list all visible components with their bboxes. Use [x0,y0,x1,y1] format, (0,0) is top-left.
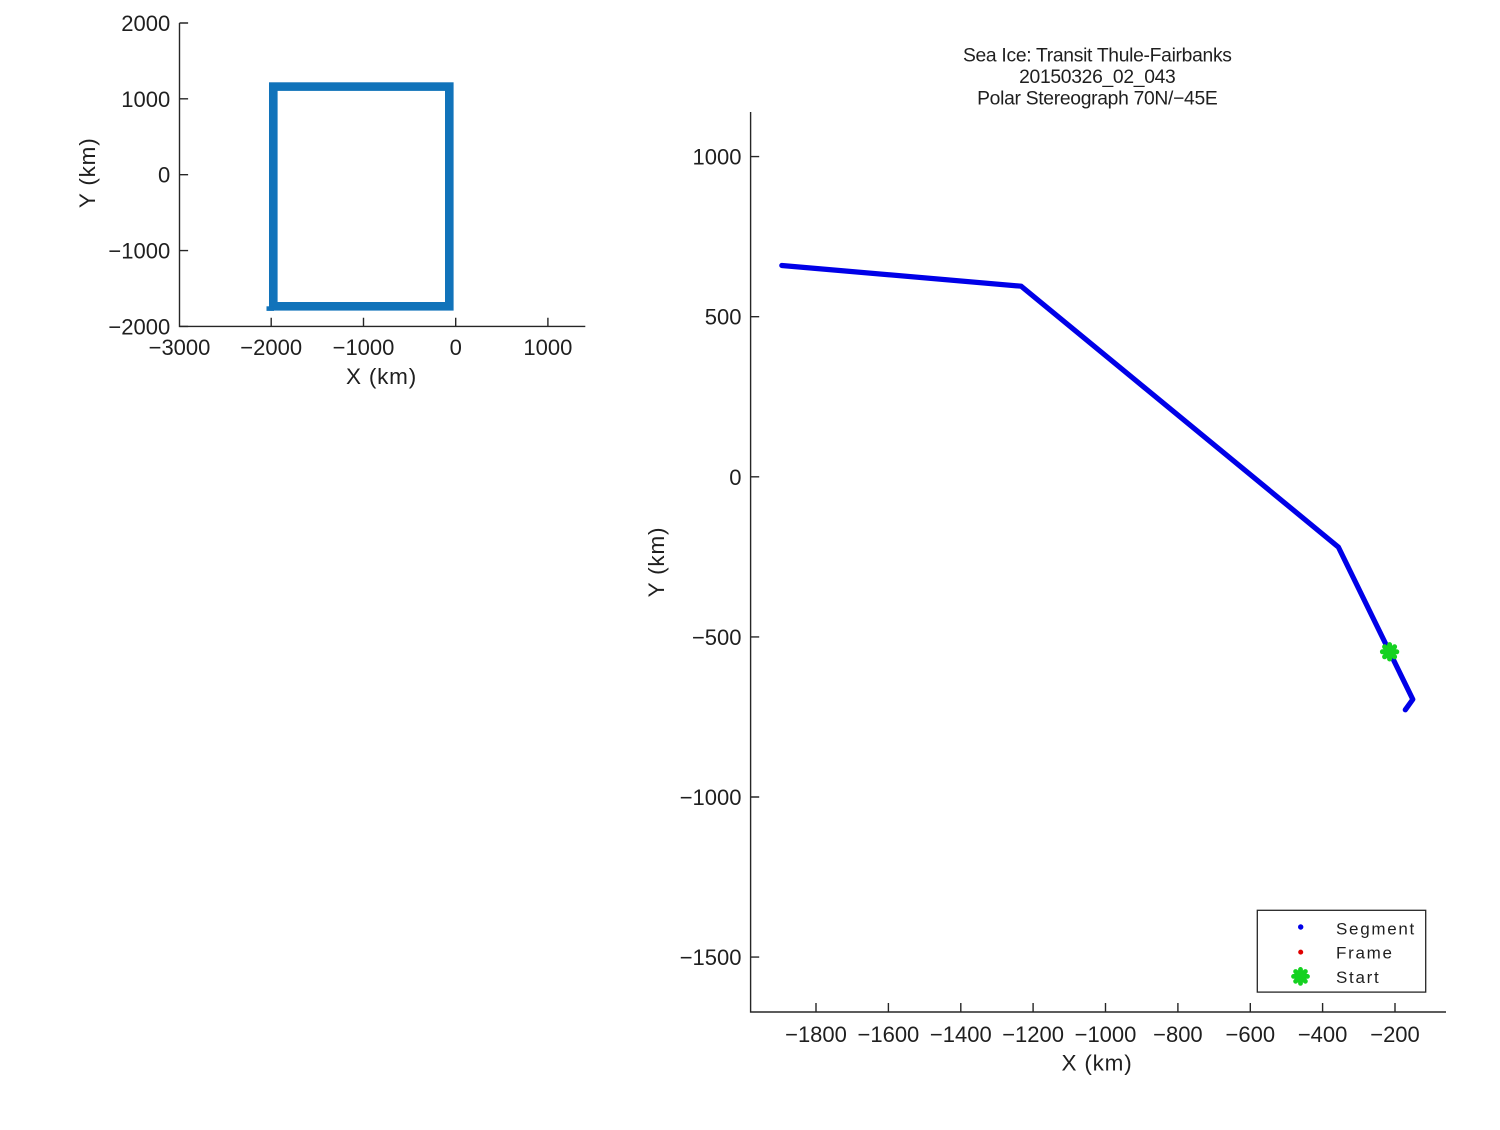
svg-text:20150326_02_043: 20150326_02_043 [1019,67,1175,88]
svg-text:0: 0 [158,163,170,188]
svg-text:−200: −200 [1370,1022,1420,1047]
svg-text:−1400: −1400 [930,1022,992,1047]
svg-text:−2000: −2000 [240,335,302,360]
svg-text:500: 500 [705,305,742,330]
svg-text:−400: −400 [1298,1022,1348,1047]
svg-text:−1600: −1600 [858,1022,920,1047]
svg-text:Start: Start [1336,968,1380,987]
svg-text:−1000: −1000 [333,335,395,360]
svg-text:X (km): X (km) [1061,1051,1132,1076]
svg-text:−1200: −1200 [1002,1022,1064,1047]
svg-text:Y (km): Y (km) [644,527,669,598]
svg-text:−1500: −1500 [680,945,742,970]
svg-text:1000: 1000 [523,335,572,360]
svg-text:0: 0 [729,465,741,490]
svg-text:−1000: −1000 [680,785,742,810]
svg-text:Y (km): Y (km) [75,137,100,208]
svg-text:0: 0 [450,335,462,360]
svg-text:2000: 2000 [121,11,170,36]
svg-text:−600: −600 [1226,1022,1276,1047]
svg-text:Polar Stereograph 70N/−45E: Polar Stereograph 70N/−45E [977,89,1218,110]
svg-text:1000: 1000 [121,87,170,112]
svg-text:−1000: −1000 [1075,1022,1137,1047]
svg-text:Segment: Segment [1336,919,1416,938]
svg-text:−1000: −1000 [108,239,170,264]
svg-text:−1800: −1800 [785,1022,847,1047]
svg-text:−3000: −3000 [149,335,211,360]
svg-text:Sea Ice: Transit Thule-Fairban: Sea Ice: Transit Thule-Fairbanks [963,46,1232,67]
svg-text:−800: −800 [1153,1022,1203,1047]
svg-text:X (km): X (km) [346,364,417,389]
svg-text:−2000: −2000 [108,314,170,339]
svg-text:1000: 1000 [693,145,742,170]
svg-text:Frame: Frame [1336,943,1394,962]
svg-text:−500: −500 [692,625,742,650]
